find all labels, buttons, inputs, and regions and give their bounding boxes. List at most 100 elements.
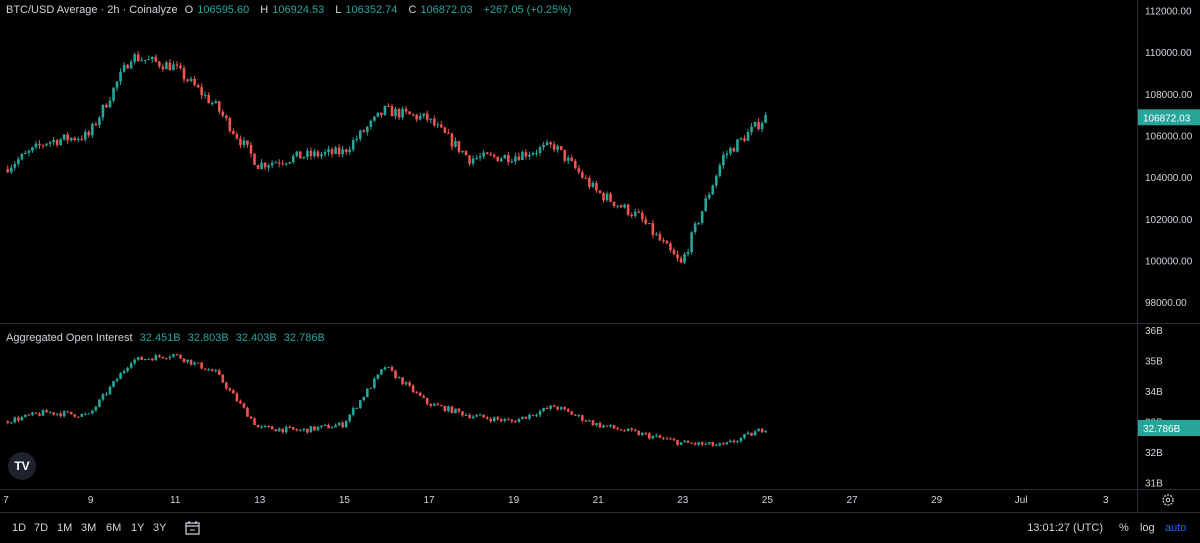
candle-body [284, 163, 288, 165]
calendar-range-icon[interactable] [184, 520, 202, 536]
candle-body [235, 133, 239, 139]
candle-body [729, 440, 732, 443]
candle-body [616, 205, 619, 207]
timeframe-6m[interactable]: 6M [106, 522, 122, 534]
candle-body [640, 433, 644, 436]
candle-body [679, 442, 683, 445]
log-scale-toggle[interactable]: log [1140, 522, 1155, 534]
percent-scale-toggle[interactable]: % [1119, 522, 1129, 534]
candle-body [581, 172, 584, 178]
candle-body [549, 142, 552, 145]
candle-body [394, 109, 397, 117]
candle-body [242, 140, 246, 146]
candle-body [330, 427, 334, 429]
candle-body [394, 370, 397, 379]
candle-body [217, 370, 221, 375]
candle-body [401, 108, 404, 118]
candle-body [683, 440, 686, 443]
candle-body [418, 115, 422, 120]
candle-body [665, 241, 669, 244]
candle-body [489, 154, 492, 156]
candle-body [341, 149, 344, 155]
candle-body [291, 427, 295, 430]
candle-body [122, 370, 126, 374]
candle-body [94, 406, 98, 411]
candle-body [133, 54, 136, 62]
candle-body [450, 133, 454, 147]
candle-body [200, 362, 203, 369]
candle-body [753, 121, 757, 127]
timeframe-3y[interactable]: 3Y [153, 522, 167, 534]
candle-body [158, 61, 161, 67]
chart-canvas[interactable]: 98000.00 100000.00 102000.00 104000.00 10600… [0, 0, 1200, 512]
candle-body [387, 367, 390, 369]
candle-body [140, 357, 144, 360]
candle-body [432, 118, 436, 126]
candle-body [172, 354, 175, 357]
candle-body [48, 141, 52, 144]
candle-body [440, 124, 443, 128]
candle-body [133, 359, 136, 364]
candle-body [573, 414, 577, 416]
candle-body [91, 410, 94, 414]
candle-body [41, 145, 45, 147]
last-value-badge [1138, 109, 1200, 126]
candle-body [84, 413, 87, 415]
candle-body [45, 143, 48, 146]
candle-body [302, 428, 306, 431]
candle-body [20, 153, 24, 160]
candle-body [267, 425, 270, 427]
candle-body [200, 87, 203, 96]
candle-body [757, 428, 760, 432]
tradingview-logo-icon[interactable]: TV [8, 452, 36, 480]
candle-body [306, 428, 309, 433]
candle-body [591, 420, 595, 426]
candle-body [242, 403, 246, 408]
candle-body [542, 144, 545, 148]
timeframe-7d[interactable]: 7D [34, 522, 49, 534]
candle-body [327, 149, 330, 152]
oi-open-value: 32.451B [139, 332, 181, 344]
candle-body [126, 367, 129, 371]
candle-body [6, 168, 10, 173]
candle-body [189, 359, 193, 365]
timeframe-1m[interactable]: 1M [57, 522, 73, 534]
timeframe-1y[interactable]: 1Y [131, 522, 145, 534]
candle-body [588, 420, 591, 422]
candle-body [630, 428, 633, 430]
candle-body [302, 156, 306, 159]
candle-body [619, 205, 623, 208]
candle-body [408, 111, 411, 115]
candle-body [697, 442, 700, 445]
candle-body [447, 406, 450, 412]
timeframe-1d[interactable]: 1D [12, 522, 27, 534]
candle-body [52, 412, 55, 415]
y-tick-label: 104000.00 [1145, 173, 1193, 184]
candle-body [704, 198, 708, 212]
candle-body [369, 387, 373, 389]
candle-body [323, 151, 327, 155]
candle-body [626, 204, 630, 215]
candle-body [306, 150, 309, 157]
timeframe-3m[interactable]: 3M [81, 522, 97, 534]
settings-gear-icon[interactable] [1162, 494, 1174, 506]
candle-body [598, 423, 602, 428]
candle-body [274, 429, 277, 432]
candle-body [179, 65, 182, 69]
candle-body [401, 377, 404, 385]
candle-body [207, 369, 210, 371]
candle-body [683, 254, 686, 263]
candle-body [334, 147, 337, 154]
candle-body [411, 385, 415, 392]
candle-body [563, 407, 567, 410]
candle-body [545, 142, 549, 145]
auto-scale-toggle[interactable]: auto [1165, 522, 1187, 534]
candle-body [98, 117, 101, 126]
candle-body [228, 388, 232, 391]
candle-body [232, 390, 235, 394]
candle-body [665, 438, 669, 440]
candle-body [221, 111, 225, 116]
candle-body [112, 381, 115, 387]
candle-body [637, 430, 641, 436]
x-tick-label: 3 [1103, 495, 1109, 506]
